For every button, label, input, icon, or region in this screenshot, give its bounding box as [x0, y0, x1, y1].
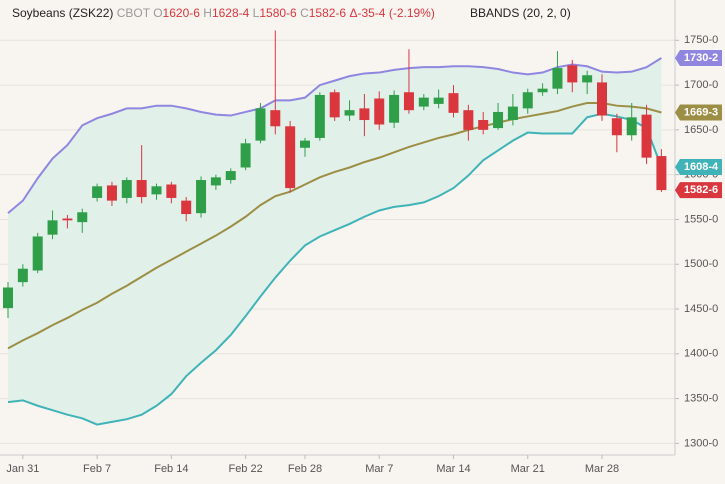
candle-body	[537, 88, 548, 93]
y-tick-label: 1450-0	[684, 303, 718, 315]
candle-body	[493, 111, 504, 129]
open-value: 1620-6	[163, 6, 201, 20]
candle-body	[32, 236, 43, 271]
x-tick-label: Feb 7	[83, 463, 111, 475]
x-tick-label: Mar 14	[436, 463, 470, 475]
x-tick-label: Mar 28	[585, 463, 619, 475]
y-tick-label: 1550-0	[684, 213, 718, 225]
candle-body	[106, 185, 117, 201]
candle-body	[403, 92, 414, 111]
candle-body	[196, 180, 207, 214]
candle-body	[255, 108, 266, 141]
candle-body	[344, 110, 355, 116]
candle-body	[626, 117, 637, 136]
candle-body	[181, 200, 192, 215]
x-tick-label: Mar 7	[365, 463, 393, 475]
candle-body	[136, 180, 147, 198]
candle-body	[389, 94, 400, 123]
y-tick-label: 1400-0	[684, 348, 718, 360]
close-key: C	[300, 6, 309, 20]
candle-body	[77, 212, 88, 223]
candle-body	[507, 106, 518, 121]
chart-header: Soybeans (ZSK22) CBOT O1620-6 H1628-4 L1…	[12, 6, 435, 20]
candle-body	[611, 118, 622, 136]
value-tag	[675, 104, 722, 121]
candle-body	[582, 75, 593, 83]
x-tick-label: Jan 31	[6, 463, 39, 475]
close-value: 1582-6	[309, 6, 347, 20]
y-tick-label: 1350-0	[684, 392, 718, 404]
x-tick-label: Feb 22	[228, 463, 262, 475]
candle-body	[433, 97, 444, 104]
low-value: 1580-6	[259, 6, 297, 20]
value-tag	[675, 49, 722, 66]
candle-body	[210, 177, 221, 186]
candle-body	[641, 114, 652, 158]
candle-body	[478, 120, 489, 130]
band-line	[7, 102, 662, 350]
candle-body	[92, 186, 103, 198]
value-tag-label: 1608-4	[684, 161, 719, 173]
candle-body	[314, 94, 325, 138]
indicator-label: BBANDS (20, 2, 0)	[470, 6, 571, 20]
high-value: 1628-4	[212, 6, 250, 20]
y-tick-label: 1300-0	[684, 437, 718, 449]
value-tag-label: 1730-2	[684, 52, 718, 64]
exchange: CBOT	[117, 6, 151, 20]
change-key: Δ	[349, 6, 357, 20]
candle-body	[552, 68, 563, 89]
candle-body	[448, 93, 459, 113]
candle-body	[62, 218, 73, 221]
candle-body	[151, 186, 162, 195]
x-tick-label: Feb 28	[288, 463, 322, 475]
candle-body	[522, 92, 533, 109]
plot-area: 1300-01350-01400-01450-01500-01550-01600…	[0, 0, 722, 475]
change-value: -35-4	[357, 6, 385, 20]
value-tag	[675, 159, 722, 176]
y-tick-label: 1650-0	[684, 124, 718, 136]
change-percent: (-2.19%)	[389, 6, 435, 20]
candle-body	[463, 110, 474, 130]
y-tick-label: 1700-0	[684, 79, 718, 91]
candle-body	[47, 220, 58, 235]
candle-body	[359, 108, 370, 121]
candle-body	[240, 143, 251, 168]
candle-body	[270, 110, 281, 127]
candle-body	[567, 65, 578, 83]
high-key: H	[203, 6, 212, 20]
y-tick-label: 1750-0	[684, 34, 718, 46]
candle-body	[166, 184, 177, 198]
candle-body	[329, 92, 340, 118]
low-key: L	[253, 6, 260, 20]
candle-body	[656, 156, 667, 191]
band-line	[7, 112, 663, 426]
open-key: O	[153, 6, 162, 20]
candle-body	[3, 287, 13, 309]
symbol: Soybeans (ZSK22)	[12, 6, 113, 20]
candle-body	[17, 268, 28, 283]
candle-body	[418, 97, 429, 107]
candle-body	[121, 180, 132, 198]
x-tick-label: Mar 21	[511, 463, 545, 475]
candle-body	[374, 98, 385, 125]
candle-body	[225, 171, 236, 181]
candle-body	[285, 126, 296, 189]
value-tag-label: 1669-3	[684, 106, 718, 118]
candle-body	[597, 82, 607, 116]
candle-body	[300, 140, 310, 148]
x-tick-label: Feb 14	[154, 463, 188, 475]
y-tick-label: 1500-0	[684, 258, 718, 270]
value-tag-label: 1582-6	[684, 184, 718, 196]
value-tag	[675, 182, 722, 199]
